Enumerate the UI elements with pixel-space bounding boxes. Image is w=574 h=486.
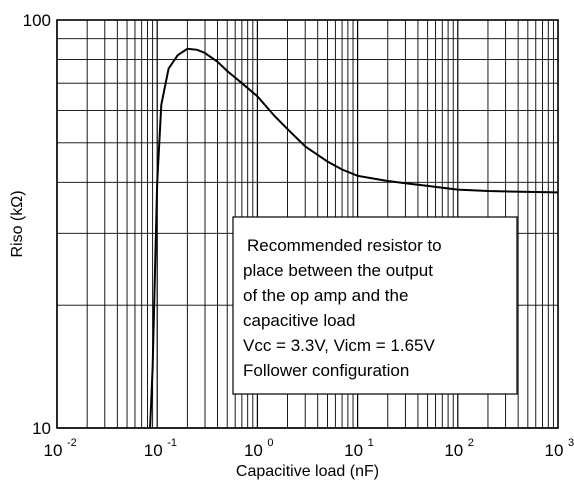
x-tick-exponent: 3 [568, 437, 574, 449]
x-tick-base: 10 [545, 441, 564, 460]
x-tick-exponent: -2 [67, 437, 77, 449]
y-axis-title: Riso (kΩ) [9, 190, 26, 257]
x-tick-exponent: 0 [267, 437, 273, 449]
x-tick-exponent: -1 [167, 437, 177, 449]
plot-frame [56, 19, 559, 429]
x-tick-label: 10 -2 [44, 437, 77, 460]
x-tick-label: 10 -1 [144, 437, 177, 460]
x-tick-exponent: 2 [468, 437, 474, 449]
annotation-line-4: capacitive load [243, 311, 355, 330]
annotation-line-5: Vcc = 3.3V, Vicm = 1.65V [243, 336, 436, 355]
x-tick-base: 10 [144, 441, 163, 460]
x-tick-label: 10 1 [344, 437, 374, 460]
x-tick-exponent: 1 [368, 437, 374, 449]
y-tick-label: 10 [32, 419, 51, 438]
x-tick-base: 10 [444, 441, 463, 460]
x-tick-base: 10 [344, 441, 363, 460]
x-tick-label: 10 3 [545, 437, 574, 460]
annotation-line-2: place between the output [243, 261, 433, 280]
x-tick-base: 10 [244, 441, 263, 460]
x-axis-title: Capacitive load (nF) [236, 463, 379, 480]
x-tick-label: 10 2 [444, 437, 474, 460]
y-tick-label: 100 [23, 11, 51, 30]
x-tick-base: 10 [44, 441, 63, 460]
series-line-riso [149, 47, 559, 429]
annotation-line-3: of the op amp and the [243, 286, 408, 305]
annotation-line-1: Recommended resistor to [247, 236, 442, 255]
annotation-box: Recommended resistor to place between th… [232, 216, 518, 395]
annotation-line-6: Follower configuration [243, 361, 409, 380]
annotation-frame [232, 216, 518, 395]
x-tick-label: 10 0 [244, 437, 274, 460]
